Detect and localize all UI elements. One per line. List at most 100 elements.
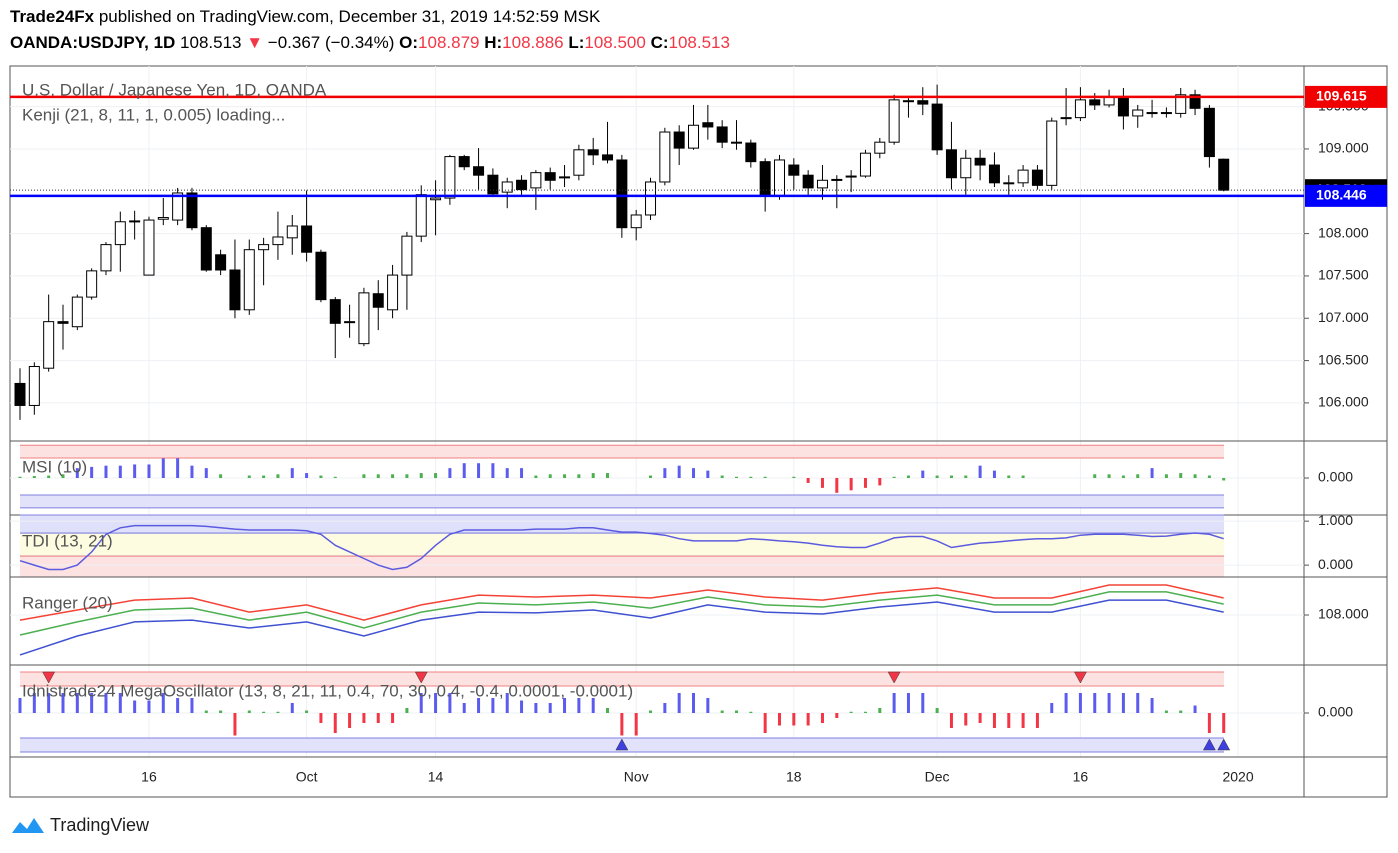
histogram-bar <box>548 703 552 713</box>
quote-part: OANDA:USDJPY, 1D <box>10 33 175 52</box>
candle-body <box>143 219 155 276</box>
candle-body <box>802 174 814 189</box>
candle-body <box>28 366 40 406</box>
candle-body <box>602 154 614 161</box>
y-tick-label: 108.000 <box>1318 606 1369 622</box>
histogram-bar <box>1207 713 1211 733</box>
histogram-bar <box>376 474 380 478</box>
histogram-bar <box>290 468 294 478</box>
histogram-bar <box>1121 475 1125 478</box>
histogram-bar <box>1007 713 1011 728</box>
histogram-bar <box>190 465 194 478</box>
candle-body <box>501 181 513 193</box>
level-band <box>20 672 1224 686</box>
candle-body <box>945 149 957 179</box>
histogram-bar <box>276 711 280 713</box>
candle-body <box>286 225 298 239</box>
candle-body <box>444 156 456 199</box>
candle-body <box>516 179 528 191</box>
candle-body <box>86 270 98 298</box>
y-tick-label: 0.000 <box>1318 469 1353 485</box>
candle-body <box>329 299 341 324</box>
histogram-bar <box>376 713 380 723</box>
histogram-bar <box>835 478 839 493</box>
candle-body <box>630 214 642 229</box>
level-band <box>20 515 1224 534</box>
candle-body <box>57 321 69 324</box>
histogram-bar <box>32 476 36 478</box>
histogram-bar <box>692 693 696 713</box>
histogram-bar <box>1150 468 1154 478</box>
histogram-bar <box>1222 713 1226 733</box>
histogram-bar <box>520 700 524 713</box>
candle-body <box>616 159 628 229</box>
candle-body <box>1175 94 1187 114</box>
candle-body <box>487 174 499 195</box>
histogram-bar <box>61 474 65 478</box>
histogram-bar <box>391 713 395 723</box>
indicator-line <box>19 584 1224 621</box>
histogram-bar <box>333 713 337 733</box>
histogram-bar <box>949 475 953 478</box>
histogram-bar <box>90 466 94 478</box>
candle-body <box>816 179 828 189</box>
publisher: Trade24Fx <box>10 7 95 26</box>
histogram-bar <box>620 713 624 736</box>
histogram-bar <box>247 475 251 478</box>
tradingview-logo <box>12 818 44 833</box>
histogram-bar <box>1164 474 1168 478</box>
buy-signal <box>1202 738 1216 751</box>
histogram-bar <box>233 713 237 736</box>
histogram-bar <box>176 698 180 713</box>
quote-part: 108.886 <box>502 33 563 52</box>
histogram-bar <box>90 693 94 713</box>
histogram-bar <box>820 713 824 723</box>
candle-body <box>831 178 843 181</box>
histogram-bar <box>477 698 481 713</box>
quote-line: OANDA:USDJPY, 1D 108.513 ▼ −0.367 (−0.34… <box>10 33 730 52</box>
histogram-bar <box>118 465 122 478</box>
x-tick-label: Nov <box>624 769 649 785</box>
candle-body <box>387 274 399 311</box>
candle-body <box>931 103 943 151</box>
pane-title: Idnistrade24 MegaOscillator (13, 8, 21, … <box>22 681 633 700</box>
pane-title: Ranger (20) <box>22 593 113 612</box>
histogram-bar <box>305 710 309 713</box>
candle-body <box>1218 158 1230 191</box>
candle-body <box>43 321 55 369</box>
candle-body <box>215 254 227 271</box>
price-label: 109.615 <box>1316 88 1367 104</box>
histogram-bar <box>577 474 581 478</box>
histogram-bar <box>491 463 495 478</box>
histogram-bar <box>706 698 710 713</box>
candle-body <box>1031 169 1043 186</box>
candle-body <box>229 269 241 311</box>
histogram-bar <box>104 465 108 478</box>
histogram-bar <box>921 693 925 713</box>
histogram-bar <box>147 464 151 478</box>
candle-body <box>874 141 886 154</box>
indicator-line <box>19 599 1224 656</box>
candle-body <box>1160 112 1172 115</box>
histogram-bar <box>978 465 982 478</box>
candle-body <box>960 157 972 179</box>
histogram-bar <box>133 700 137 713</box>
histogram-bar <box>792 476 796 478</box>
candle-body <box>415 194 427 237</box>
indicator-line <box>19 591 1224 636</box>
y-tick-label: 107.000 <box>1318 309 1369 325</box>
histogram-bar <box>849 478 853 491</box>
histogram-bar <box>219 710 223 713</box>
candle-body <box>1203 107 1215 158</box>
histogram-bar <box>906 693 910 713</box>
x-tick-label: 16 <box>141 769 157 785</box>
candle-body <box>759 161 771 197</box>
histogram-bar <box>935 708 939 713</box>
histogram-bar <box>362 713 366 723</box>
histogram-bar <box>1164 710 1168 713</box>
histogram-bar <box>634 713 638 736</box>
histogram-bar <box>1136 474 1140 478</box>
histogram-bar <box>735 476 738 478</box>
histogram-bar <box>1107 474 1111 478</box>
buy-signal <box>1217 738 1231 751</box>
